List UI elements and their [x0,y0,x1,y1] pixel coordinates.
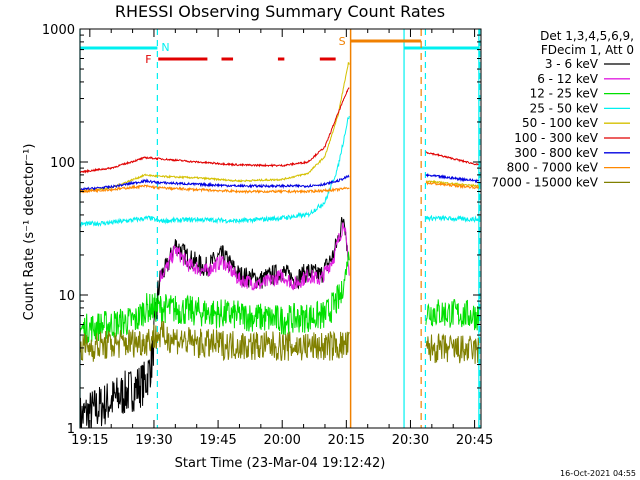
series-line [425,299,480,331]
series-line [79,321,350,362]
x-tick-label: 20:15 [328,433,365,448]
legend-header-1: Det 1,3,4,5,6,9, [540,29,634,43]
y-tick-label: 1000 [42,23,75,38]
series-line [79,62,350,193]
legend-entry-label: 6 - 12 keV [537,72,599,86]
x-tick-label: 20:00 [263,433,300,448]
flare-flag-label: F [145,53,151,66]
flag-layer: N S F [79,29,481,428]
series-line [159,222,350,291]
series-line [79,174,350,192]
legend-header-2: FDecim 1, Att 0 [541,43,634,57]
series-line [425,333,480,364]
legend-entry-label: 300 - 800 keV [514,146,598,160]
series-line [425,180,480,190]
series-line [425,172,479,184]
x-tick-label: 19:30 [135,433,172,448]
series-line [425,151,479,166]
x-axis-label: Start Time (23-Mar-04 19:12:42) [175,456,386,471]
series-line [79,217,349,429]
legend-entry-label: 12 - 25 keV [530,87,599,101]
saa-flag-label: S [339,35,346,48]
y-tick-label: 100 [50,156,75,171]
y-axis-label: Count Rate (s⁻¹ detector⁻¹) [22,144,37,321]
legend-entry-label: 100 - 300 keV [514,131,598,145]
y-tick-label: 10 [58,289,75,304]
series-line [425,214,480,224]
tick-layer: 19:15 19:30 19:45 20:00 20:15 20:30 20:45 1 10 10… [42,23,493,448]
chart-title: RHESSI Observing Summary Count Rates [115,2,445,21]
x-tick-label: 19:15 [71,433,108,448]
x-tick-label: 20:45 [456,433,493,448]
legend-entry-label: 3 - 6 keV [545,57,599,71]
series-line [79,184,350,195]
night-flag-label: N [161,41,169,54]
legend-entry-label: 7000 - 15000 keV [491,175,598,189]
x-tick-label: 20:30 [392,433,429,448]
x-tick-label: 19:45 [199,433,236,448]
series-line [79,87,350,174]
y-tick-label: 1 [67,422,75,437]
legend: Det 1,3,4,5,6,9, FDecim 1, Att 0 3 - 6 k… [491,29,634,189]
series-layer [79,62,480,429]
footer-date: 16-Oct-2021 04:55 [560,469,636,478]
plot-frame [79,28,482,429]
series-line [79,251,350,346]
series-line [79,115,350,228]
legend-entry-label: 50 - 100 keV [522,116,599,130]
series-line [425,179,480,189]
legend-entry-label: 800 - 7000 keV [507,161,599,175]
legend-entry-label: 25 - 50 keV [530,101,599,115]
